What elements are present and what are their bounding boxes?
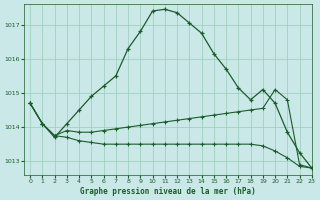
X-axis label: Graphe pression niveau de la mer (hPa): Graphe pression niveau de la mer (hPa): [80, 187, 256, 196]
